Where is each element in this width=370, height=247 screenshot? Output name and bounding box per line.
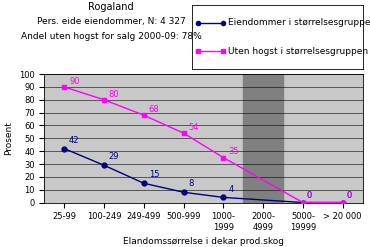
Text: 0: 0 [307,191,312,200]
Text: Eiendommer i størrelsesgruppen av alle: Eiendommer i størrelsesgruppen av alle [228,19,370,27]
Text: 68: 68 [149,105,159,114]
Text: 90: 90 [69,77,80,86]
Text: Andel uten hogst for salg 2000-09: 78%: Andel uten hogst for salg 2000-09: 78% [21,32,201,41]
Eiendommer i størrelsesgruppen av alle [181,191,186,194]
Text: 42: 42 [69,136,80,145]
Text: 0: 0 [347,191,352,200]
Eiendommer i størrelsesgruppen av alle [62,147,67,150]
Text: 4: 4 [228,185,233,194]
Text: 35: 35 [228,147,239,156]
Uten hogst i størrelsesgruppen [340,201,345,204]
Text: 80: 80 [109,89,120,99]
Eiendommer i størrelsesgruppen av alle [221,196,226,199]
Eiendommer i størrelsesgruppen av alle [340,201,345,204]
Text: 15: 15 [149,170,159,179]
Text: 54: 54 [188,123,199,132]
Uten hogst i størrelsesgruppen [102,98,106,101]
Text: 0: 0 [307,191,312,200]
Uten hogst i størrelsesgruppen [142,114,146,117]
Bar [243,74,283,203]
Uten hogst i størrelsesgruppen [181,132,186,135]
Uten hogst i størrelsesgruppen [62,85,67,88]
Text: Uten hogst i størrelsesgruppen: Uten hogst i størrelsesgruppen [228,47,368,56]
Eiendommer i størrelsesgruppen av alle [301,201,305,204]
Text: Pers. eide eiendommer, N: 4 327: Pers. eide eiendommer, N: 4 327 [37,17,185,26]
Text: Rogaland: Rogaland [88,2,134,12]
Text: 8: 8 [188,179,194,188]
Eiendommer i størrelsesgruppen av alle [142,182,146,185]
Uten hogst i størrelsesgruppen [221,156,226,159]
Text: 0: 0 [347,191,352,200]
Y-axis label: Prosent: Prosent [4,121,13,155]
Uten hogst i størrelsesgruppen [301,201,305,204]
Line: Eiendommer i størrelsesgruppen av alle: Eiendommer i størrelsesgruppen av alle [62,146,345,205]
X-axis label: Elandomssørrelse i dekar prod.skog: Elandomssørrelse i dekar prod.skog [123,237,284,246]
Eiendommer i størrelsesgruppen av alle [102,164,106,167]
Text: 29: 29 [109,152,120,162]
Line: Uten hogst i størrelsesgruppen: Uten hogst i størrelsesgruppen [62,84,345,205]
